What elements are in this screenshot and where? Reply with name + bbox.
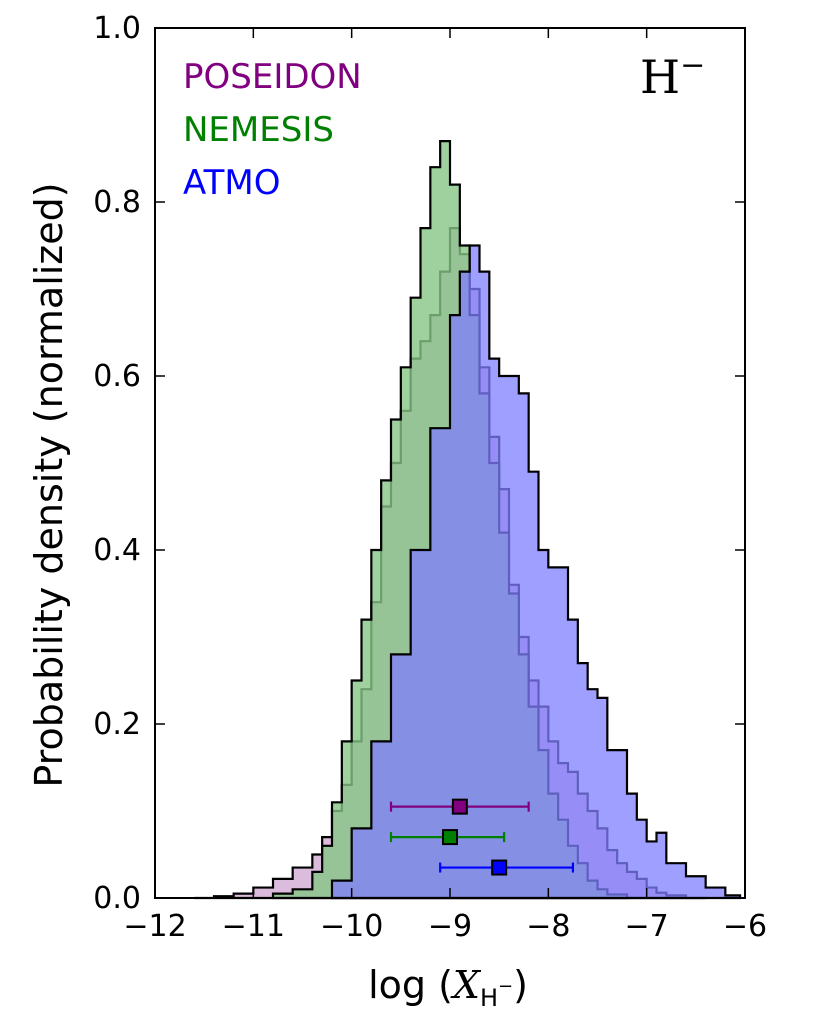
x-tick-label: −10 <box>320 909 383 944</box>
x-tick-label: −9 <box>428 909 472 944</box>
median-marker-nemesis <box>442 829 458 846</box>
species-label: H− <box>640 48 705 104</box>
x-axis-label-suffix: ) <box>513 963 528 1007</box>
error-bar-layer <box>389 798 575 876</box>
y-axis-label: Probability density (normalized) <box>27 182 71 787</box>
legend: POSEIDON NEMESIS ATMO <box>183 57 362 203</box>
legend-entry-nemesis: NEMESIS <box>183 110 334 150</box>
legend-entry-atmo: ATMO <box>183 163 280 203</box>
x-axis-label-sub: H <box>480 984 498 1012</box>
species-label-main: H <box>640 50 680 104</box>
y-tick-label: 1.0 <box>93 11 141 46</box>
x-tick-label: −12 <box>123 909 186 944</box>
species-label-sup: − <box>680 48 705 83</box>
y-tick-label: 0.6 <box>93 359 141 394</box>
y-tick-label: 0.8 <box>93 185 141 220</box>
x-axis-label-subsup: − <box>498 976 513 997</box>
histogram-layer <box>194 140 742 900</box>
y-tick-label: 0.0 <box>93 881 141 916</box>
x-tick-label: −6 <box>723 909 767 944</box>
y-tick-label: 0.4 <box>93 533 141 568</box>
tick-layer: −12 −11 −10 −9 −8 −7 −6 0.0 0.2 0.4 0.6 0.8 1.0 <box>93 11 767 944</box>
x-axis-label-var: X <box>450 963 482 1007</box>
x-tick-label: −11 <box>222 909 285 944</box>
legend-entry-poseidon: POSEIDON <box>183 57 362 97</box>
y-tick-label: 0.2 <box>93 707 141 742</box>
median-marker-poseidon <box>451 798 468 815</box>
x-axis-label: log (XH−) <box>368 963 528 1012</box>
x-axis-label-prefix: log ( <box>368 963 453 1007</box>
x-tick-label: −8 <box>526 909 570 944</box>
x-tick-label: −7 <box>625 909 669 944</box>
median-marker-atmo <box>491 859 508 876</box>
histogram-atmo <box>330 244 742 900</box>
